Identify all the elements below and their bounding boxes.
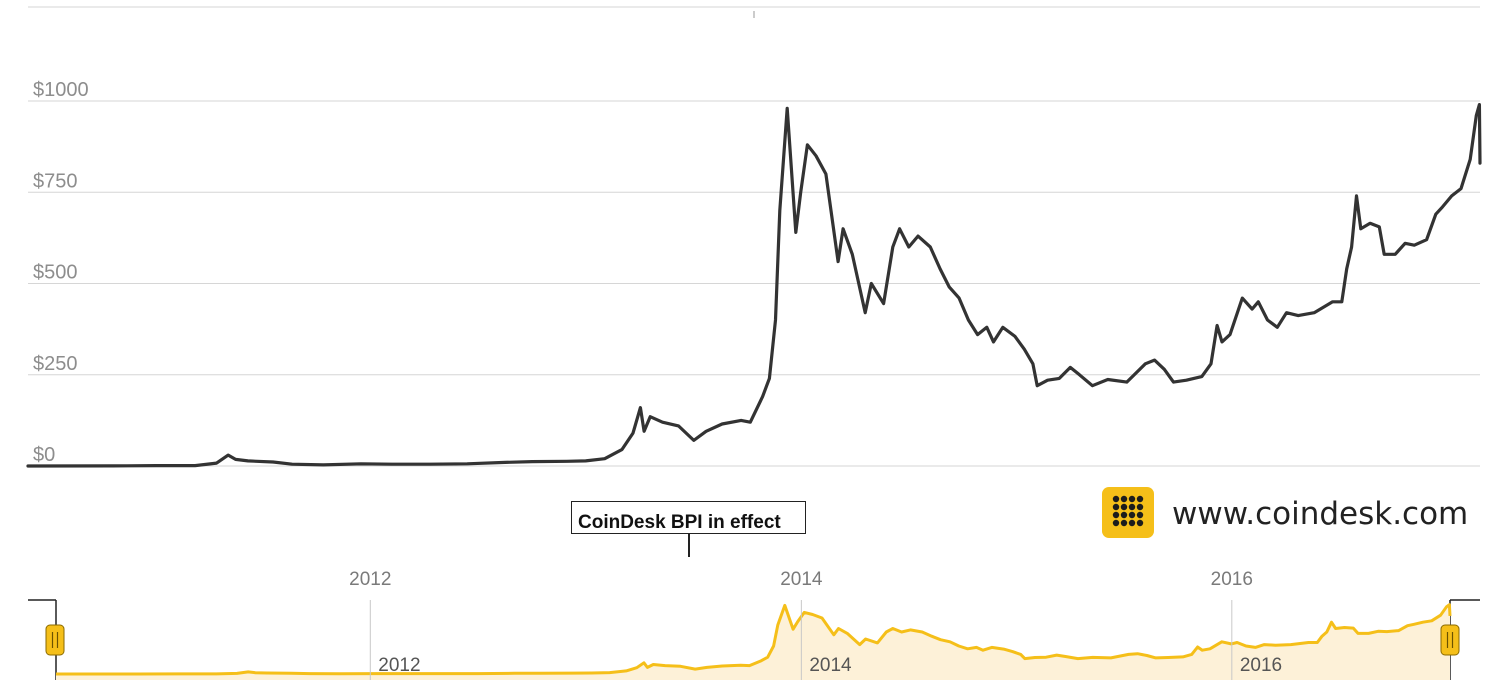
grid: [28, 100, 1480, 467]
logo-dot: [1120, 511, 1128, 519]
y-axis: $0 $250 $500 $750 $1000: [33, 79, 89, 466]
logo-dot: [1112, 495, 1120, 503]
logo-dot: [1128, 511, 1136, 519]
y-tick-label: $0: [33, 444, 55, 466]
logo-dot: [1112, 511, 1120, 519]
navigator[interactable]: 2012 2012 2014 2014 2016 2016: [28, 569, 1480, 680]
logo-dot: [1120, 519, 1128, 527]
price-line: [26, 103, 1482, 468]
y-tick-label: $750: [33, 170, 78, 192]
brand[interactable]: www.coindesk.com: [1102, 487, 1468, 538]
brand-url[interactable]: www.coindesk.com: [1172, 496, 1468, 532]
x-tick-label: 2014: [780, 569, 823, 590]
coindesk-dots-icon: [1102, 487, 1154, 538]
navigator-x-axis: 2012 2012 2014 2014 2016 2016: [349, 569, 1282, 680]
bpi-annotation: CoinDesk BPI in effect: [571, 501, 806, 557]
left-handle-grip[interactable]: [45, 624, 65, 656]
y-tick-label: $500: [33, 262, 78, 284]
main-series: [26, 103, 1482, 468]
logo-dot: [1136, 511, 1144, 519]
logo-dots: [1112, 495, 1144, 527]
navigator-line: [56, 603, 1452, 676]
navigator-left-handle[interactable]: [45, 624, 65, 656]
y-tick-label: $1000: [33, 79, 89, 101]
logo-dot: [1136, 503, 1144, 511]
navigator-series: [56, 603, 1452, 680]
logo-dot: [1136, 519, 1144, 527]
navigator-right-handle[interactable]: [1440, 624, 1460, 656]
right-handle-grip[interactable]: [1440, 624, 1460, 656]
y-tick-label: $250: [33, 353, 78, 375]
x-tick-label: 2012: [349, 569, 391, 590]
x-tick-label: 2016: [1211, 569, 1253, 590]
annotation-label: CoinDesk BPI in effect: [578, 512, 781, 533]
annotation-box: [571, 501, 806, 534]
logo-dot: [1128, 495, 1136, 503]
navigator-tick-label: 2012: [378, 655, 420, 676]
logo-dot: [1112, 519, 1120, 527]
navigator-tick-label: 2016: [1240, 655, 1282, 676]
logo-dot: [1112, 503, 1120, 511]
navigator-tick-label: 2014: [809, 655, 852, 676]
logo-dot: [1128, 519, 1136, 527]
logo-dot: [1128, 503, 1136, 511]
logo-dot: [1120, 495, 1128, 503]
logo-dot: [1120, 503, 1128, 511]
navigator-area: [56, 604, 1450, 680]
logo-dot: [1136, 495, 1144, 503]
